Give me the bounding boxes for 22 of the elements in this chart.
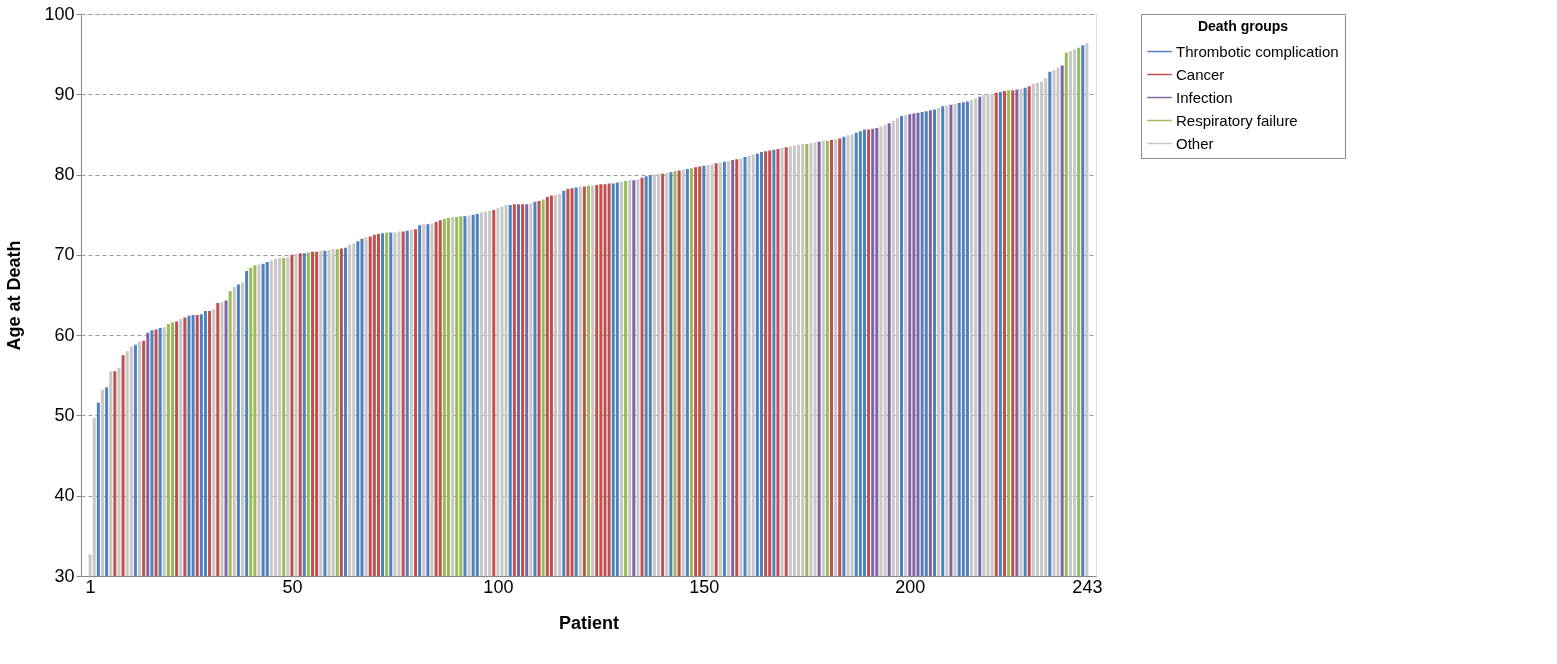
x-tick-label: 50 bbox=[282, 576, 303, 597]
x-axis-title: Patient bbox=[558, 612, 620, 633]
x-tick-label: 200 bbox=[895, 576, 926, 597]
legend-label: Thrombotic complication bbox=[1176, 42, 1339, 60]
legend-label: Cancer bbox=[1176, 65, 1225, 83]
y-tick-label: 80 bbox=[54, 164, 75, 185]
y-tick-label: 50 bbox=[54, 404, 75, 425]
y-axis-title: Age at Death bbox=[4, 240, 25, 351]
legend-label: Other bbox=[1176, 134, 1214, 152]
legend-title: Death groups bbox=[1197, 18, 1289, 34]
x-tick-label: 100 bbox=[483, 576, 514, 597]
y-tick-label: 40 bbox=[54, 485, 75, 506]
x-tick-label: 150 bbox=[689, 576, 720, 597]
y-tick-label: 90 bbox=[54, 83, 75, 104]
y-tick-label: 30 bbox=[54, 565, 75, 586]
legend-label: Infection bbox=[1176, 88, 1233, 106]
y-tick-label: 70 bbox=[54, 244, 75, 265]
y-tick-label: 100 bbox=[44, 3, 75, 24]
x-tick-label: 243 bbox=[1072, 576, 1103, 597]
legend-label: Respiratory failure bbox=[1176, 111, 1298, 129]
y-tick-label: 60 bbox=[54, 324, 75, 345]
x-tick-label: 1 bbox=[85, 576, 96, 597]
